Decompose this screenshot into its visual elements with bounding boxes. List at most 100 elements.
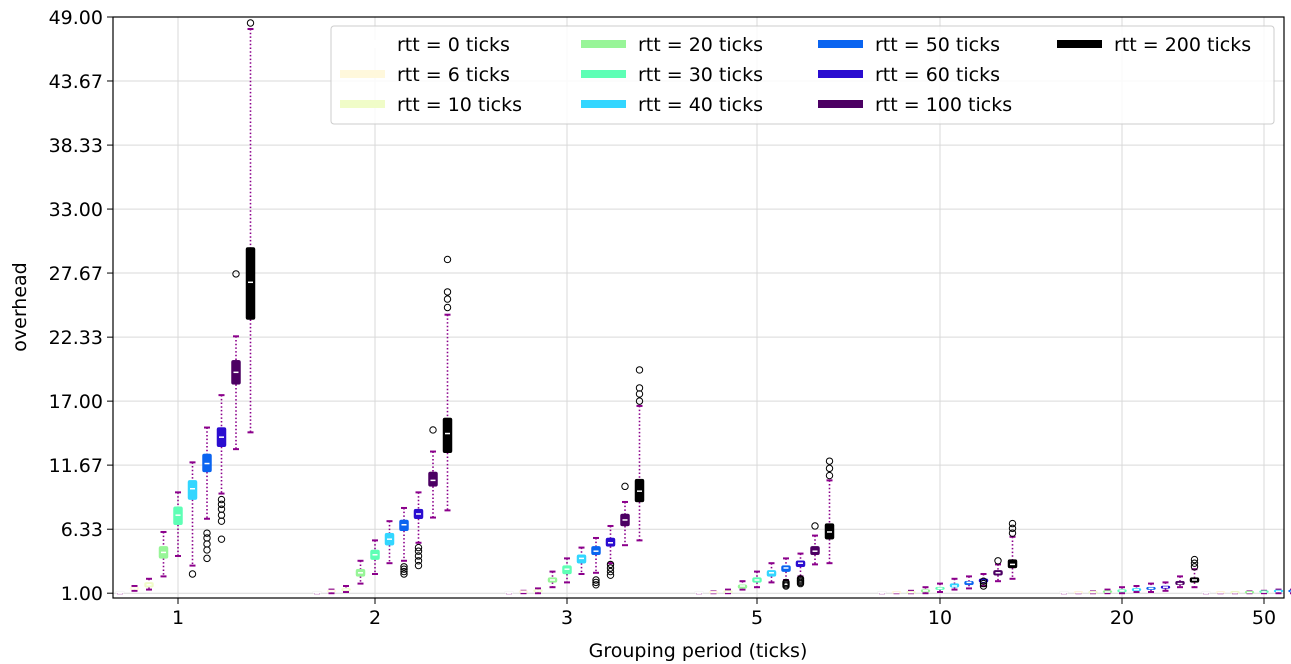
outlier-point xyxy=(443,295,452,303)
box-item xyxy=(1131,584,1142,593)
box-item xyxy=(949,577,960,591)
legend-item: rtt = 100 ticks xyxy=(818,94,1012,116)
series-group xyxy=(202,426,1291,595)
series-group xyxy=(245,19,1200,589)
outlier-point xyxy=(217,505,226,513)
box-item xyxy=(533,587,543,595)
legend-label: rtt = 20 ticks xyxy=(638,34,763,56)
outlier-point xyxy=(1190,559,1199,567)
x-axis-ticks: 1 2 3 5 10 20 50 xyxy=(172,598,1276,629)
series-group xyxy=(216,394,1171,592)
box-item xyxy=(752,570,762,589)
legend-label: rtt = 0 ticks xyxy=(397,34,510,56)
x-tick-label: 10 xyxy=(928,607,952,629)
legend-item: rtt = 60 ticks xyxy=(818,64,1000,86)
outlier-point xyxy=(606,571,615,579)
box-item xyxy=(1288,588,1291,595)
box-item xyxy=(824,457,835,565)
x-tick-label: 1 xyxy=(172,607,184,629)
y-axis-label: overhead xyxy=(9,262,31,351)
box-item xyxy=(129,584,140,592)
outlier-point xyxy=(979,579,988,588)
y-tick-label: 11.67 xyxy=(49,455,103,477)
series-group xyxy=(129,584,1226,595)
box-item xyxy=(1059,590,1069,595)
legend-label: rtt = 100 ticks xyxy=(875,94,1012,116)
box-item xyxy=(341,584,351,593)
x-tick-label: 3 xyxy=(561,607,573,629)
outlier-point xyxy=(635,366,644,374)
outlier-point xyxy=(414,547,423,555)
box-item xyxy=(891,590,902,595)
x-tick-label: 50 xyxy=(1252,607,1276,629)
outlier-point xyxy=(1190,555,1199,564)
outlier-point xyxy=(635,384,644,392)
outlier-point xyxy=(429,426,437,434)
series-group xyxy=(173,491,1269,595)
outlier-point xyxy=(979,582,988,590)
series-group xyxy=(144,577,1240,595)
x-tick-label: 20 xyxy=(1110,607,1134,629)
outlier-point xyxy=(825,457,834,465)
outlier-point xyxy=(203,529,211,537)
legend-label: rtt = 50 ticks xyxy=(875,34,1000,56)
box-item xyxy=(202,426,212,563)
box-item xyxy=(413,491,424,570)
legend-label: rtt = 60 ticks xyxy=(875,64,1000,86)
legend-item: rtt = 10 ticks xyxy=(340,94,522,116)
outlier-point xyxy=(606,560,615,569)
outlier-point xyxy=(414,543,423,552)
box-item xyxy=(906,589,916,595)
series-group xyxy=(115,590,1211,595)
x-tick-label: 5 xyxy=(751,607,763,629)
box-item xyxy=(605,524,616,579)
y-tick-label: 38.33 xyxy=(49,135,103,157)
series-group xyxy=(187,461,1284,595)
outlier-point xyxy=(796,575,805,583)
box-item xyxy=(1273,588,1284,595)
legend-item: rtt = 0 ticks xyxy=(340,34,510,56)
box-body xyxy=(1288,589,1291,593)
outlier-point xyxy=(443,288,452,296)
box-item xyxy=(1244,590,1255,595)
box-item xyxy=(920,586,931,595)
box-item xyxy=(216,394,227,543)
box-item xyxy=(1259,589,1269,595)
y-tick-label: 49.00 xyxy=(49,7,103,29)
box-item xyxy=(173,491,183,557)
legend-label: rtt = 10 ticks xyxy=(397,94,522,116)
box-item xyxy=(1201,590,1211,595)
box-item xyxy=(1007,519,1018,580)
box-item xyxy=(723,588,733,595)
box-item xyxy=(442,255,453,512)
outlier-point xyxy=(414,561,423,570)
outlier-point xyxy=(400,565,408,573)
legend-item: rtt = 30 ticks xyxy=(581,64,763,86)
outlier-point xyxy=(203,534,211,542)
outlier-point xyxy=(825,464,834,473)
box-item xyxy=(115,590,125,595)
outlier-point xyxy=(1008,524,1017,533)
box-item xyxy=(384,520,395,565)
outlier-point xyxy=(232,270,240,278)
box-item xyxy=(708,590,719,595)
box-item xyxy=(694,590,704,595)
box-item xyxy=(547,570,558,589)
outlier-point xyxy=(592,578,600,587)
box-item xyxy=(620,482,630,547)
box-series xyxy=(115,19,1291,595)
box-item xyxy=(634,366,645,542)
box-item xyxy=(245,19,256,434)
box-item xyxy=(504,590,514,595)
series-group xyxy=(231,270,1185,589)
legend-item: rtt = 6 ticks xyxy=(340,64,510,86)
outlier-point xyxy=(621,482,629,491)
outlier-point xyxy=(979,577,988,585)
box-item xyxy=(781,557,791,590)
outlier-point xyxy=(782,578,790,587)
outlier-point xyxy=(443,303,452,312)
box-item xyxy=(1175,575,1185,589)
box-item xyxy=(562,557,572,584)
y-tick-label: 43.67 xyxy=(49,71,103,93)
box-item xyxy=(591,536,601,589)
